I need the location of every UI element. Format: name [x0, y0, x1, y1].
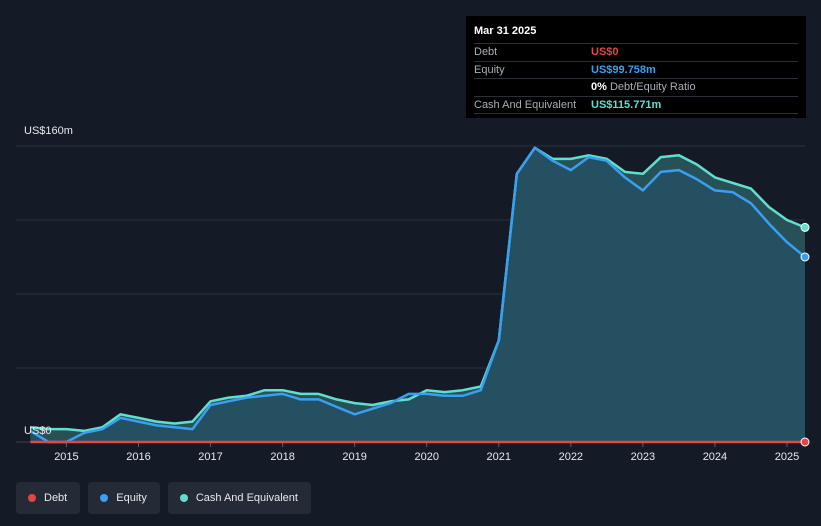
equity-line — [29, 146, 806, 444]
legend-equity-button[interactable]: Equity — [88, 482, 160, 514]
legend-cash-button[interactable]: Cash And Equivalent — [167, 482, 311, 514]
x-tick-label: 2023 — [631, 451, 655, 463]
x-tick-label: 2022 — [559, 451, 583, 463]
ratio-number: 0% — [591, 81, 607, 94]
x-tick-label: 2019 — [342, 451, 366, 463]
legend-debt-label: Debt — [44, 492, 68, 504]
x-tick-label: 2020 — [414, 451, 438, 463]
cash-dot-icon — [179, 494, 188, 502]
x-tick-label: 2025 — [775, 451, 799, 463]
tooltip-debt-label: Debt — [474, 46, 498, 59]
tooltip-row-ratio: 0% Debt/Equity Ratio — [474, 78, 798, 96]
legend-debt-button[interactable]: Debt — [16, 482, 81, 514]
tooltip-row-debt: Debt US$0 — [474, 43, 798, 61]
tooltip-date: Mar 31 2025 — [474, 25, 537, 37]
x-tick-label: 2018 — [270, 451, 294, 463]
legend: Debt Equity Cash And Equivalent — [16, 482, 311, 514]
x-tick-label: 2021 — [487, 451, 511, 463]
debt-dot-icon — [28, 494, 36, 502]
tooltip-row-cash: Cash And Equivalent US$115.771m — [474, 95, 798, 114]
ratio-caption: Debt/Equity Ratio — [609, 81, 696, 94]
y-axis-top-label: US$160m — [24, 125, 73, 137]
cash-end-point — [800, 222, 810, 232]
legend-equity-label: Equity — [116, 492, 147, 504]
debt-end-point — [800, 437, 810, 447]
equity-dot-icon — [100, 494, 109, 502]
legend-cash-label: Cash And Equivalent — [195, 492, 298, 504]
x-tick-label: 2015 — [54, 451, 78, 463]
y-axis-zero-label: US$0 — [24, 425, 52, 437]
equity-end-point — [800, 252, 810, 262]
tooltip-equity-value: US$99.758m — [591, 63, 656, 76]
tooltip-cash-label: Cash And Equivalent — [474, 98, 577, 111]
tooltip-row-equity: Equity US$99.758m — [474, 60, 798, 79]
tooltip-cash-value: US$115.771m — [591, 98, 662, 111]
x-tick-label: 2024 — [703, 451, 727, 463]
tooltip-panel: Mar 31 2025 Debt US$0 Equity US$99.758m … — [466, 16, 806, 118]
equity-area — [30, 147, 805, 443]
x-tick-label: 2017 — [198, 451, 222, 463]
x-tick-label: 2016 — [126, 451, 150, 463]
tooltip-debt-value: US$0 — [591, 46, 619, 59]
tooltip-equity-label: Equity — [474, 63, 505, 76]
tooltip-ratio-value: 0% Debt/Equity Ratio — [591, 81, 696, 93]
